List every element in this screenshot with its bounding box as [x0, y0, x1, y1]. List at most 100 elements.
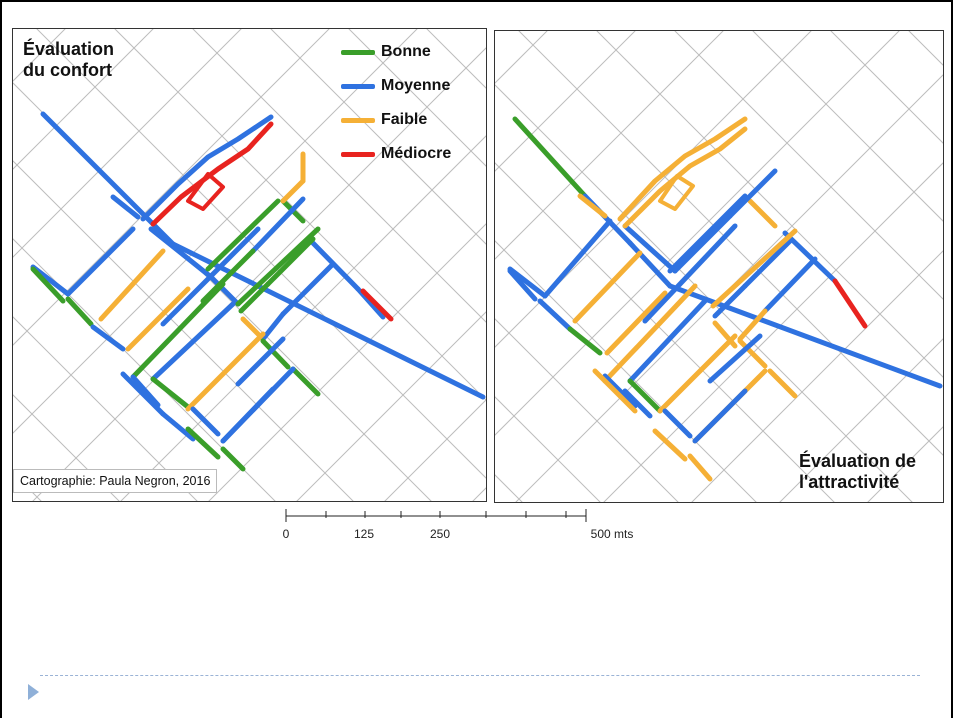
comfort-map: [13, 29, 487, 502]
background-street: [13, 29, 418, 434]
background-street: [495, 318, 679, 502]
street-segment: [712, 283, 748, 319]
street-segment: [567, 326, 603, 356]
street-segment: [235, 226, 321, 307]
street-segment: [150, 376, 191, 410]
street-segment: [507, 266, 548, 299]
street-segment: [160, 411, 196, 442]
background-street: [495, 84, 913, 502]
background-street: [13, 29, 91, 502]
background-street: [13, 29, 330, 346]
legend-label-mediocre: Médiocre: [381, 145, 452, 162]
comfort-map-panel: Évaluation du confort Bonne Moyenne Faib…: [12, 28, 487, 502]
street-segment: [692, 388, 748, 444]
street-segment: [148, 226, 214, 280]
street-segment: [747, 198, 778, 229]
background-street: [596, 31, 943, 378]
attractiveness-map: [495, 31, 944, 503]
street-segment: [150, 121, 274, 227]
street-segment: [767, 368, 798, 399]
scale-label-125: 125: [353, 527, 375, 541]
street-segment: [150, 301, 236, 382]
street-segment: [170, 241, 486, 400]
background-street: [495, 31, 573, 503]
street-segment: [280, 178, 306, 204]
background-street: [830, 31, 943, 144]
street-segment: [235, 336, 286, 387]
background-street: [752, 31, 943, 222]
street-segment: [260, 338, 291, 370]
background-street: [495, 31, 636, 172]
background-street: [433, 29, 487, 502]
street-segment: [782, 230, 838, 284]
attractiveness-title-line1: Évaluation de: [799, 451, 917, 471]
background-street: [603, 162, 943, 502]
street-segment: [220, 446, 246, 472]
attractiveness-map-title: Évaluation de l'attractivité: [799, 451, 916, 493]
street-segment: [832, 278, 868, 329]
scale-bar: 0 125 250 500 mts: [270, 506, 633, 546]
street-segment: [537, 298, 573, 332]
street-segment: [652, 428, 688, 462]
background-street: [518, 31, 943, 456]
legend-label-bonne: Bonne: [381, 43, 431, 60]
street-segment: [762, 256, 818, 314]
scale-bar-graphic: [285, 509, 587, 522]
street-segment: [220, 386, 276, 444]
street-segment: [604, 290, 668, 356]
street-segment: [200, 248, 256, 304]
street-segment: [622, 223, 678, 274]
background-street: [13, 316, 198, 501]
street-segment: [727, 168, 778, 219]
background-street: [515, 74, 943, 502]
street-segment: [592, 368, 638, 414]
street-segment: [260, 311, 286, 342]
map-credit: Cartographie: Paula Negron, 2016: [13, 469, 218, 493]
street-segment: [185, 426, 221, 460]
street-segment: [205, 198, 281, 272]
background-street: [13, 29, 154, 170]
street-segment: [30, 266, 66, 304]
street-segment: [577, 193, 608, 219]
street-segment: [90, 324, 126, 352]
street-segment: [672, 213, 733, 274]
legend-swatch-faible: [341, 118, 375, 123]
street-segment: [512, 116, 588, 199]
street-segment: [280, 261, 336, 317]
street-segment: [627, 298, 708, 384]
background-street: [495, 31, 900, 436]
street-segment: [360, 288, 394, 322]
scale-label-250: 250: [429, 527, 451, 541]
legend-label-faible: Faible: [381, 111, 428, 128]
street-segment: [30, 264, 71, 297]
background-street: [32, 47, 486, 501]
background-street: [192, 29, 486, 323]
street-segment: [572, 250, 643, 324]
background-street: [384, 399, 486, 501]
attractiveness-map-panel: Évaluation de l'attractivité: [494, 30, 944, 503]
attractiveness-title-line2: l'attractivité: [799, 472, 900, 492]
street-segment: [186, 172, 225, 211]
background-street: [114, 29, 486, 401]
background-street: [296, 311, 486, 501]
footer-divider: [40, 675, 920, 676]
street-segment: [140, 114, 274, 222]
street-segment: [657, 333, 738, 414]
background-street: [674, 31, 943, 300]
background-street: [691, 250, 943, 502]
background-street: [208, 223, 486, 501]
legend-swatch-moyenne: [341, 84, 375, 89]
legend-swatch-mediocre: [341, 152, 375, 157]
street-segment: [98, 248, 166, 322]
street-segment: [617, 116, 748, 222]
street-segment: [622, 388, 653, 419]
scale-label-0: 0: [282, 527, 290, 541]
street-segment: [507, 268, 538, 302]
comfort-map-title: Évaluation du confort: [23, 39, 114, 81]
street-segment: [602, 373, 638, 409]
street-segment: [265, 236, 316, 287]
background-street: [915, 31, 944, 503]
background-street: [495, 31, 812, 348]
comfort-title-line1: Évaluation: [23, 39, 115, 59]
